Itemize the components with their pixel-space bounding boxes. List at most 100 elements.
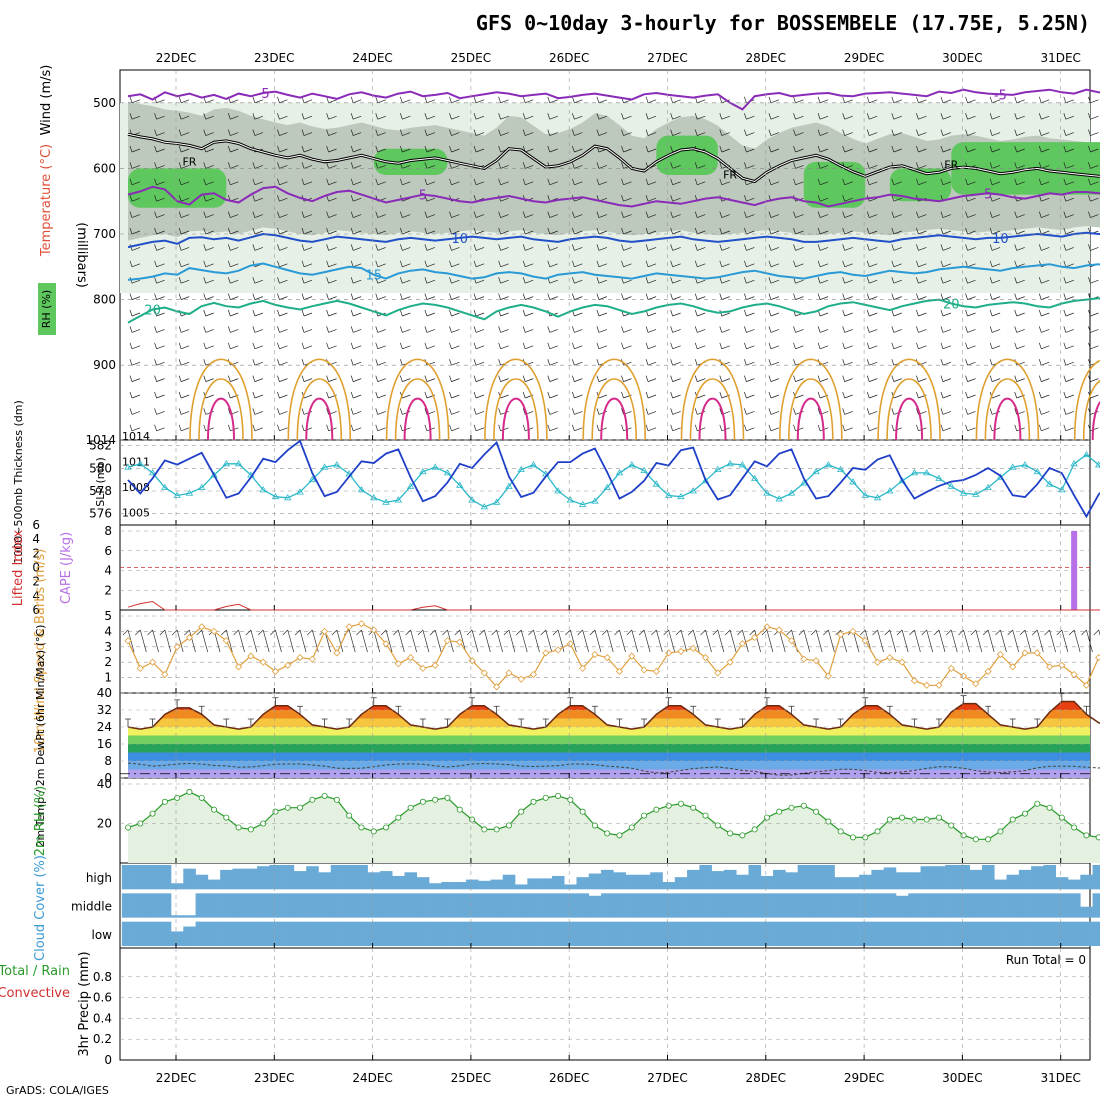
wind-barb	[719, 277, 730, 284]
ytick-label: 578	[89, 484, 112, 498]
wind-barb	[670, 293, 681, 300]
wind-speed-point	[235, 663, 243, 671]
wind-barb	[891, 129, 902, 136]
wind-barb	[916, 260, 927, 268]
thickness-point	[824, 461, 833, 468]
wind-barb	[694, 227, 706, 235]
cloud-low-bar	[134, 921, 147, 946]
wind-barb	[326, 293, 337, 300]
cloud-low-bar	[306, 921, 319, 946]
wind-barb-10m	[417, 629, 430, 653]
rh2m-point	[1058, 814, 1065, 821]
wind-barb	[694, 326, 706, 333]
wind-barb	[940, 244, 952, 251]
cloud-low-bar	[220, 921, 233, 946]
rh2m-point	[383, 824, 390, 831]
wind-barb	[744, 342, 755, 350]
wind-barb	[1088, 211, 1099, 218]
wind-barb-10m	[528, 629, 540, 653]
wind-barb	[744, 244, 755, 251]
wind-barb	[940, 260, 952, 268]
cloud-middle-bar	[723, 893, 737, 918]
wind-barb	[744, 408, 755, 415]
cloud-middle-bar	[453, 893, 467, 918]
wind-barb	[277, 195, 288, 202]
wind-barb	[916, 293, 927, 300]
wind-barb	[1063, 113, 1074, 120]
rh2m-point	[714, 822, 721, 829]
cloud-low-bar	[773, 921, 786, 946]
wind-barb	[473, 227, 485, 235]
axis-label-rh: RH (%)	[40, 290, 53, 328]
cloud-high-bar	[293, 871, 307, 890]
wind-barb	[498, 408, 509, 415]
wind-barb	[916, 326, 927, 333]
cloud-high-bar	[121, 865, 135, 890]
thickness-point	[775, 495, 783, 502]
ytick-label: 1	[104, 671, 112, 685]
wind-barb	[350, 162, 362, 169]
wind-barb	[129, 145, 141, 153]
cloud-low-bar	[404, 921, 418, 946]
rh2m-point	[542, 794, 549, 801]
rh2m-point	[751, 826, 758, 833]
wind-barb	[1038, 145, 1050, 153]
wind-barb	[498, 211, 509, 218]
wind-barb	[1038, 129, 1050, 136]
cloud-low-bar	[969, 921, 983, 946]
cloud-middle-bar	[711, 893, 725, 918]
temp-minmax	[419, 718, 426, 727]
wind-barb	[596, 309, 608, 317]
cloud-middle-bar	[945, 893, 958, 918]
wind-barb	[203, 211, 214, 218]
wind-barb	[399, 129, 411, 136]
wind-speed-point	[947, 664, 955, 672]
freezing-level-inner	[127, 133, 1100, 183]
cloud-low-bar	[674, 921, 688, 946]
cloud-middle-bar	[1031, 893, 1044, 918]
wind-barb	[326, 96, 337, 104]
isotherm-label: 10	[992, 232, 1009, 247]
wind-speed-point	[714, 669, 722, 677]
chart-title: GFS 0~10day 3-hourly for BOSSEMBELE (17.…	[476, 11, 1090, 35]
cloud-low-bar	[343, 921, 356, 946]
wind-barb	[817, 277, 829, 284]
wind-speed-point	[210, 627, 218, 635]
cloud-high-bar	[490, 879, 504, 890]
axis-label-slp: SLP (mb)	[94, 457, 107, 507]
temp-minmax	[960, 695, 967, 704]
wind-speed-point	[345, 623, 353, 631]
wind-barb	[203, 227, 214, 235]
wind-barb	[154, 162, 165, 169]
wind-speed-point	[357, 620, 366, 628]
wind-barb	[768, 326, 780, 333]
isotherm-label: 5	[984, 187, 992, 202]
wind-barb	[399, 342, 411, 350]
cloud-high-bar	[539, 878, 553, 890]
wind-barb	[227, 326, 239, 333]
wind-barb	[227, 342, 239, 350]
wind-barb-10m	[565, 629, 577, 653]
wind-barb	[621, 375, 632, 382]
wind-barb	[793, 408, 804, 415]
wind-barb	[916, 244, 927, 251]
wind-barb	[203, 113, 214, 120]
wind-speed-point	[923, 681, 931, 689]
wind-barb	[1088, 342, 1099, 350]
cloud-low-bar	[809, 921, 823, 946]
cloud-row-label: high	[86, 871, 112, 885]
wind-barb	[326, 326, 337, 333]
rh2m-point	[567, 796, 574, 803]
ytick2-label: 4	[104, 564, 112, 578]
wind-barb	[596, 211, 608, 218]
wind-barb	[154, 195, 165, 202]
cloud-low-bar	[723, 921, 737, 946]
wind-barb	[866, 260, 878, 268]
cloud-high-bar	[637, 874, 651, 890]
cloud-high-bar	[330, 865, 344, 890]
wind-barb	[916, 211, 927, 218]
cloud-high-bar	[981, 865, 995, 890]
wind-barb	[645, 129, 657, 136]
wind-barb	[154, 211, 165, 218]
